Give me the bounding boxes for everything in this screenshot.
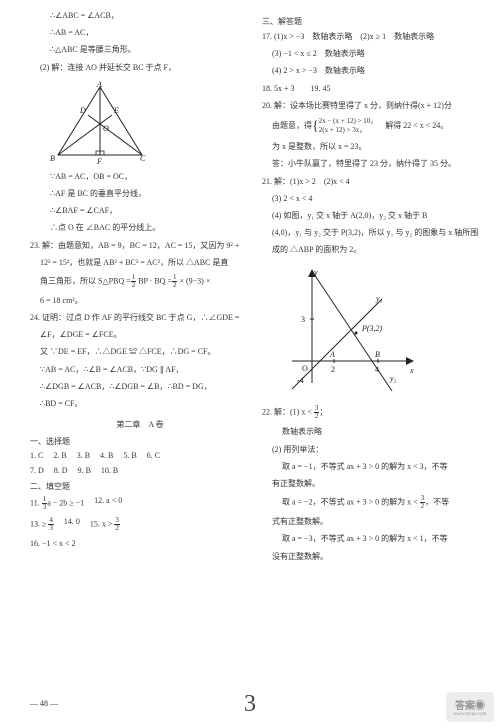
svg-text:O: O	[302, 364, 308, 373]
q20: 由题意，得{2x − (x + 12) > 10，2(x + 12) > 3x，…	[262, 117, 482, 135]
svg-text:3: 3	[301, 315, 305, 324]
q21: 21. 解：(1)x > 2 (2)x < 4	[262, 176, 482, 187]
q24: ∠F，∠DGE = ∠FCE。	[30, 329, 250, 340]
text: ∴∠ABC = ∠ACB，	[30, 10, 250, 21]
q24: ∴∠DGB = ∠ACB，∴∠DGB = ∠B，∴BD = DG，	[30, 381, 250, 392]
q22: 有正整数解。	[262, 478, 482, 489]
q21: (4) 如图，y₁ 交 x 轴于 A(2,0)，y₂ 交 x 轴于 B	[262, 210, 482, 221]
svg-text:A: A	[96, 80, 102, 89]
text: (2) 解：连接 AO 并延长交 BC 于点 F，	[30, 62, 250, 73]
svg-text:y₁: y₁	[375, 294, 383, 303]
svg-text:E: E	[113, 106, 119, 115]
q23: 6 = 18 cm²。	[30, 295, 250, 306]
q21: (4,0)，y₁ 与 y₂ 交于 P(3,2)，所以 y₁ 与 y₂ 的图象与 …	[262, 227, 482, 238]
q22: (2) 用列举法：	[262, 444, 482, 455]
q22: 式有正整数解。	[262, 516, 482, 527]
q17: (3) −1 < x ≤ 2 数轴表示略	[262, 48, 482, 59]
svg-text:B: B	[50, 154, 55, 163]
q21: (3) 2 < x < 4	[262, 193, 482, 204]
svg-text:2: 2	[331, 365, 335, 374]
text: ∴∠BAF = ∠CAF，	[30, 205, 250, 216]
q23: 12² = 15²，也就是 AB² + BC² = AC²，所以 △ABC 是直	[30, 257, 250, 268]
svg-text:y₂: y₂	[389, 374, 397, 383]
section-heading: 二、填空题	[30, 481, 250, 492]
svg-text:C: C	[140, 154, 146, 163]
svg-text:F: F	[96, 157, 102, 166]
mc-row: 7. D8. D9. B10. B	[30, 466, 250, 475]
triangle-diagram: A B C D E O F	[40, 79, 160, 167]
text: ∴AB = AC，	[30, 27, 250, 38]
text: ∴AF 是 BC 的垂直平分线，	[30, 188, 250, 199]
watermark-url: www.mxqe.com	[454, 712, 487, 717]
right-column: 三、解答题 17. (1)x > −3 数轴表示略 (2)x ≥ 1 数轴表示略…	[262, 10, 482, 568]
svg-text:P(3,2): P(3,2)	[361, 324, 383, 333]
page-number: — 48 —	[30, 699, 58, 708]
q24: 又 ∵DE = EF，∴△DGE ≌ △FCE，∴DG = CF。	[30, 346, 250, 357]
svg-text:x: x	[409, 366, 414, 375]
q22: 取 a = −3，不等式 ax + 3 > 0 的解为 x < 1，不等	[262, 533, 482, 544]
watermark-title: 答案◉	[455, 697, 485, 712]
q24: ∴BD = CF。	[30, 398, 250, 409]
section-heading: 一、选择题	[30, 436, 250, 447]
svg-text:A: A	[329, 350, 335, 359]
q18-19: 18. 5x + 3 19. 45	[262, 83, 482, 94]
line-chart: O A B 2 4 3 -4 P(3,2) y x y₁ y₂	[272, 261, 422, 401]
q22: 取 a = −2，不等式 ax + 3 > 0 的解为 x < 32，不等	[262, 495, 482, 510]
svg-text:y: y	[313, 268, 318, 277]
svg-text:D: D	[79, 106, 86, 115]
q24: ∵AB = AC，∴∠B = ∠ACB，∵DG ∥ AF，	[30, 364, 250, 375]
fill-row: 13. ≥ 43 14. 0 15. x > 32	[30, 517, 250, 532]
q22: 22. 解：(1) x < 32；	[262, 405, 482, 420]
text: ∴△ABC 是等腰三角形。	[30, 44, 250, 55]
section-heading: 三、解答题	[262, 16, 482, 27]
q20: 20. 解：设本场比赛特里得了 x 分，则纳什得(x + 12)分	[262, 100, 482, 111]
chapter-title: 第二章 A 卷	[30, 419, 250, 430]
q17: 17. (1)x > −3 数轴表示略 (2)x ≥ 1 数轴表示略	[262, 31, 482, 42]
svg-text:O: O	[103, 124, 109, 133]
q23: 23. 解：由题意知，AB = 9，BC = 12，AC = 15，又因为 9²…	[30, 240, 250, 251]
handwritten-page: 3	[244, 691, 256, 718]
svg-text:B: B	[375, 350, 380, 359]
svg-text:-4: -4	[297, 376, 304, 385]
page: ∴∠ABC = ∠ACB， ∴AB = AC， ∴△ABC 是等腰三角形。 (2…	[0, 0, 500, 598]
q17: (4) 2 > x > −3 数轴表示略	[262, 65, 482, 76]
q20: 为 x 是整数，所以 x = 23。	[262, 141, 482, 152]
text: ∵AB = AC，OB = OC，	[30, 171, 250, 182]
q21: 成的 △ABP 的面积为 2。	[262, 244, 482, 255]
svg-text:4: 4	[375, 365, 379, 374]
fill-row: 11. 13a − 2b ≥ −1 12. a < 0	[30, 496, 250, 511]
q20: 答：小牛队赢了，特里得了 23 分，纳什得了 35 分。	[262, 158, 482, 169]
left-column: ∴∠ABC = ∠ACB， ∴AB = AC， ∴△ABC 是等腰三角形。 (2…	[30, 10, 250, 568]
q22: 取 a = −1，不等式 ax + 3 > 0 的解为 x < 3，不等	[262, 461, 482, 472]
watermark: 答案◉ www.mxqe.com	[446, 692, 494, 722]
fill: 16. −1 < x < 2	[30, 538, 250, 549]
mc-row: 1. C2. B3. B4. B5. B6. C	[30, 451, 250, 460]
q22: 数轴表示略	[262, 426, 482, 437]
q22: 没有正整数解。	[262, 551, 482, 562]
text: ∴点 O 在 ∠BAC 的平分线上。	[30, 222, 250, 233]
q24: 24. 证明：过点 D 作 AF 的平行线交 BC 于点 G，∴∠GDE =	[30, 312, 250, 323]
q23: 角三角形，所以 S△PBQ =12 BP · BQ =12 × (9−3) ×	[30, 274, 250, 289]
